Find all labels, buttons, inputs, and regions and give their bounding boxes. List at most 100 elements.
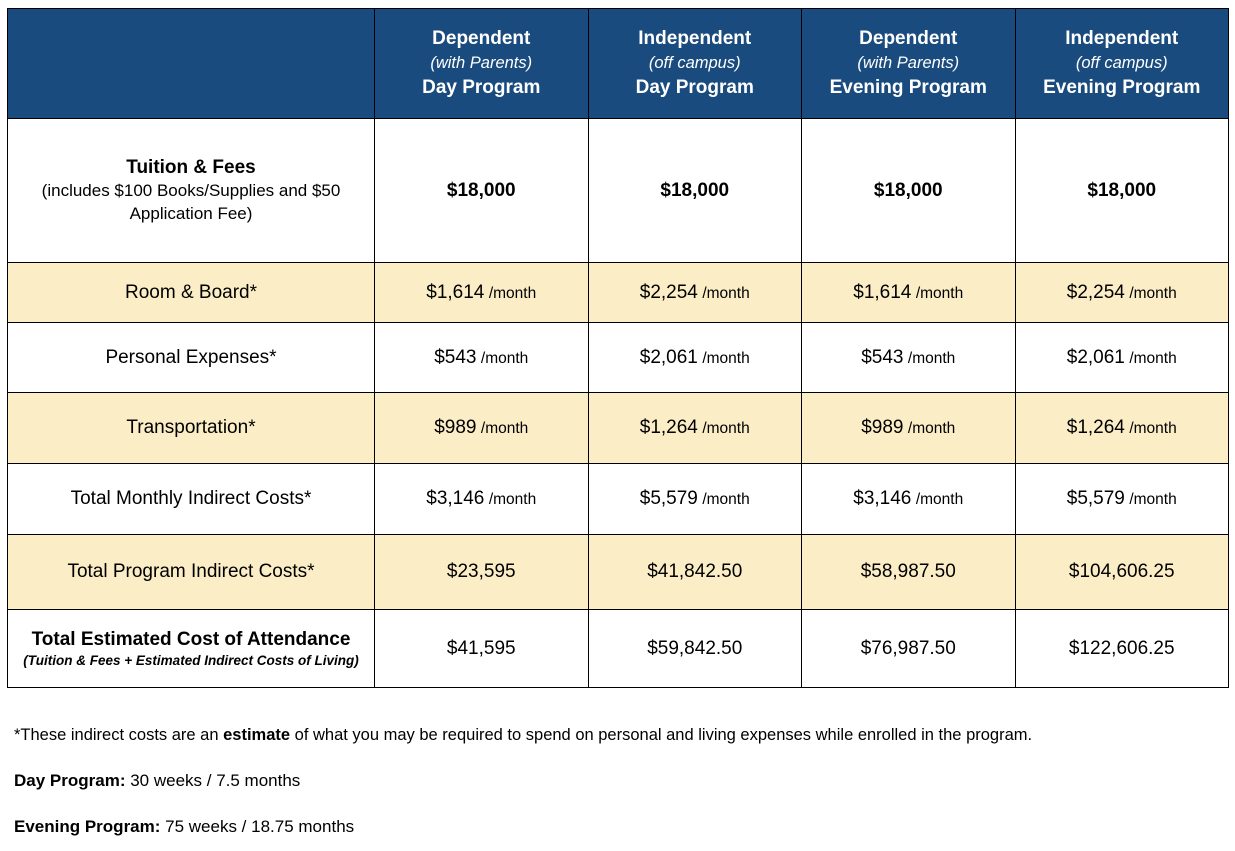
footnotes: *These indirect costs are an estimate of… [7, 688, 1228, 837]
row-label: Total Estimated Cost of Attendance [31, 628, 351, 650]
row-label: Transportation* [126, 417, 256, 439]
column-header-type: Dependent [432, 28, 531, 50]
column-header-residence: (off campus) [648, 53, 741, 72]
value-cell: $989 /month [801, 392, 1016, 464]
amount: $18,000 [446, 179, 516, 201]
amount: $1,264 [1066, 417, 1125, 438]
row-label-cell: Tuition & Fees (includes $100 Books/Suppl… [7, 118, 375, 263]
amount: $58,987.50 [860, 561, 956, 582]
value-cell: $989 /month [374, 392, 589, 464]
table-row: Total Program Indirect Costs* $23,595 $41,… [7, 534, 1229, 610]
unit-label: /month [907, 349, 956, 367]
table-row: Total Estimated Cost of Attendance (Tuiti… [7, 609, 1229, 688]
value-cell: $3,146 /month [374, 463, 589, 535]
table-header-row: Dependent (with Parents) Day Program Indepe… [7, 8, 1229, 119]
note-text: of what you may be required to spend on … [290, 726, 1033, 744]
row-label-cell: Total Program Indirect Costs* [7, 534, 375, 610]
column-header: Dependent (with Parents) Evening Program [801, 8, 1016, 119]
row-label-cell: Personal Expenses* [7, 322, 375, 393]
value-cell: $18,000 [801, 118, 1016, 263]
row-label-cell: Transportation* [7, 392, 375, 464]
value-cell: $18,000 [374, 118, 589, 263]
row-label-cell: Total Monthly Indirect Costs* [7, 463, 375, 535]
value-cell: $543 /month [374, 322, 589, 393]
column-header-type: Independent [1065, 28, 1179, 50]
value-cell: $18,000 [1014, 118, 1229, 263]
unit-label: /month [702, 491, 750, 508]
indirect-costs-note: *These indirect costs are an estimate of… [14, 726, 1221, 745]
column-header: Independent (off campus) Day Program [587, 8, 802, 119]
row-label: Total Monthly Indirect Costs* [70, 488, 312, 510]
value-cell: $5,579 /month [587, 463, 802, 535]
amount: $543 [434, 346, 477, 368]
day-program-note: Day Program: 30 weeks / 7.5 months [14, 771, 1221, 791]
row-label-cell: Total Estimated Cost of Attendance (Tuiti… [7, 609, 375, 688]
row-label-cell: Room & Board* [7, 262, 375, 323]
column-header-type: Dependent [859, 28, 958, 50]
value-cell: $59,842.50 [587, 609, 802, 688]
amount: $23,595 [446, 561, 516, 582]
amount: $5,579 [1066, 488, 1125, 509]
amount: $2,254 [639, 281, 698, 303]
row-label: Total Program Indirect Costs* [67, 561, 315, 583]
unit-label: /month [1129, 420, 1177, 437]
amount: $3,146 [853, 488, 912, 509]
amount: $59,842.50 [647, 637, 743, 659]
amount: $18,000 [1087, 179, 1157, 201]
amount: $989 [861, 417, 904, 438]
amount: $2,061 [639, 346, 698, 368]
day-program-duration: 30 weeks / 7.5 months [125, 771, 301, 790]
table-row: Tuition & Fees (includes $100 Books/Suppl… [7, 118, 1229, 263]
value-cell: $58,987.50 [801, 534, 1016, 610]
value-cell: $2,254 /month [587, 262, 802, 323]
unit-label: /month [915, 491, 964, 508]
value-cell: $3,146 /month [801, 463, 1016, 535]
value-cell: $23,595 [374, 534, 589, 610]
row-label: Tuition & Fees [126, 156, 256, 178]
amount: $5,579 [639, 488, 698, 509]
table-row: Total Monthly Indirect Costs* $3,146 /mon… [7, 463, 1229, 535]
value-cell: $2,061 /month [1014, 322, 1229, 393]
unit-label: /month [480, 420, 529, 437]
amount: $76,987.50 [860, 637, 956, 659]
amount: $2,254 [1066, 281, 1125, 303]
unit-label: /month [480, 349, 529, 367]
row-sublabel: (includes $100 Books/Supplies and $50 Ap… [41, 181, 341, 224]
evening-program-note: Evening Program: 75 weeks / 18.75 months [14, 817, 1221, 837]
unit-label: /month [1129, 284, 1177, 302]
value-cell: $41,595 [374, 609, 589, 688]
amount: $122,606.25 [1068, 637, 1175, 659]
value-cell: $1,264 /month [1014, 392, 1229, 464]
amount: $41,842.50 [647, 561, 743, 582]
column-header-type: Independent [638, 28, 752, 50]
row-label: Room & Board* [124, 281, 257, 303]
value-cell: $2,061 /month [587, 322, 802, 393]
cost-of-attendance-table: Dependent (with Parents) Day Program Indepe… [7, 8, 1229, 688]
amount: $2,061 [1066, 346, 1125, 368]
note-emphasis: estimate [223, 726, 291, 744]
day-program-label: Day Program: [14, 771, 126, 790]
amount: $543 [861, 346, 904, 368]
column-header-residence: (off campus) [1075, 53, 1168, 72]
unit-label: /month [488, 284, 537, 302]
unit-label: /month [702, 349, 750, 367]
amount: $104,606.25 [1068, 561, 1175, 582]
unit-label: /month [915, 284, 964, 302]
unit-label: /month [1129, 491, 1177, 508]
unit-label: /month [1129, 349, 1177, 367]
unit-label: /month [702, 420, 750, 437]
row-sublabel: (Tuition & Fees + Estimated Indirect Cos… [23, 653, 359, 669]
amount: $1,614 [853, 281, 912, 303]
table-row: Room & Board* $1,614 /month $2,254 /month $… [7, 262, 1229, 323]
column-header-program: Evening Program [829, 77, 987, 99]
amount: $1,614 [426, 281, 485, 303]
amount: $18,000 [660, 179, 730, 201]
unit-label: /month [702, 284, 750, 302]
amount: $989 [434, 417, 477, 438]
value-cell: $76,987.50 [801, 609, 1016, 688]
value-cell: $41,842.50 [587, 534, 802, 610]
value-cell: $104,606.25 [1014, 534, 1229, 610]
value-cell: $18,000 [587, 118, 802, 263]
amount: $3,146 [426, 488, 485, 509]
